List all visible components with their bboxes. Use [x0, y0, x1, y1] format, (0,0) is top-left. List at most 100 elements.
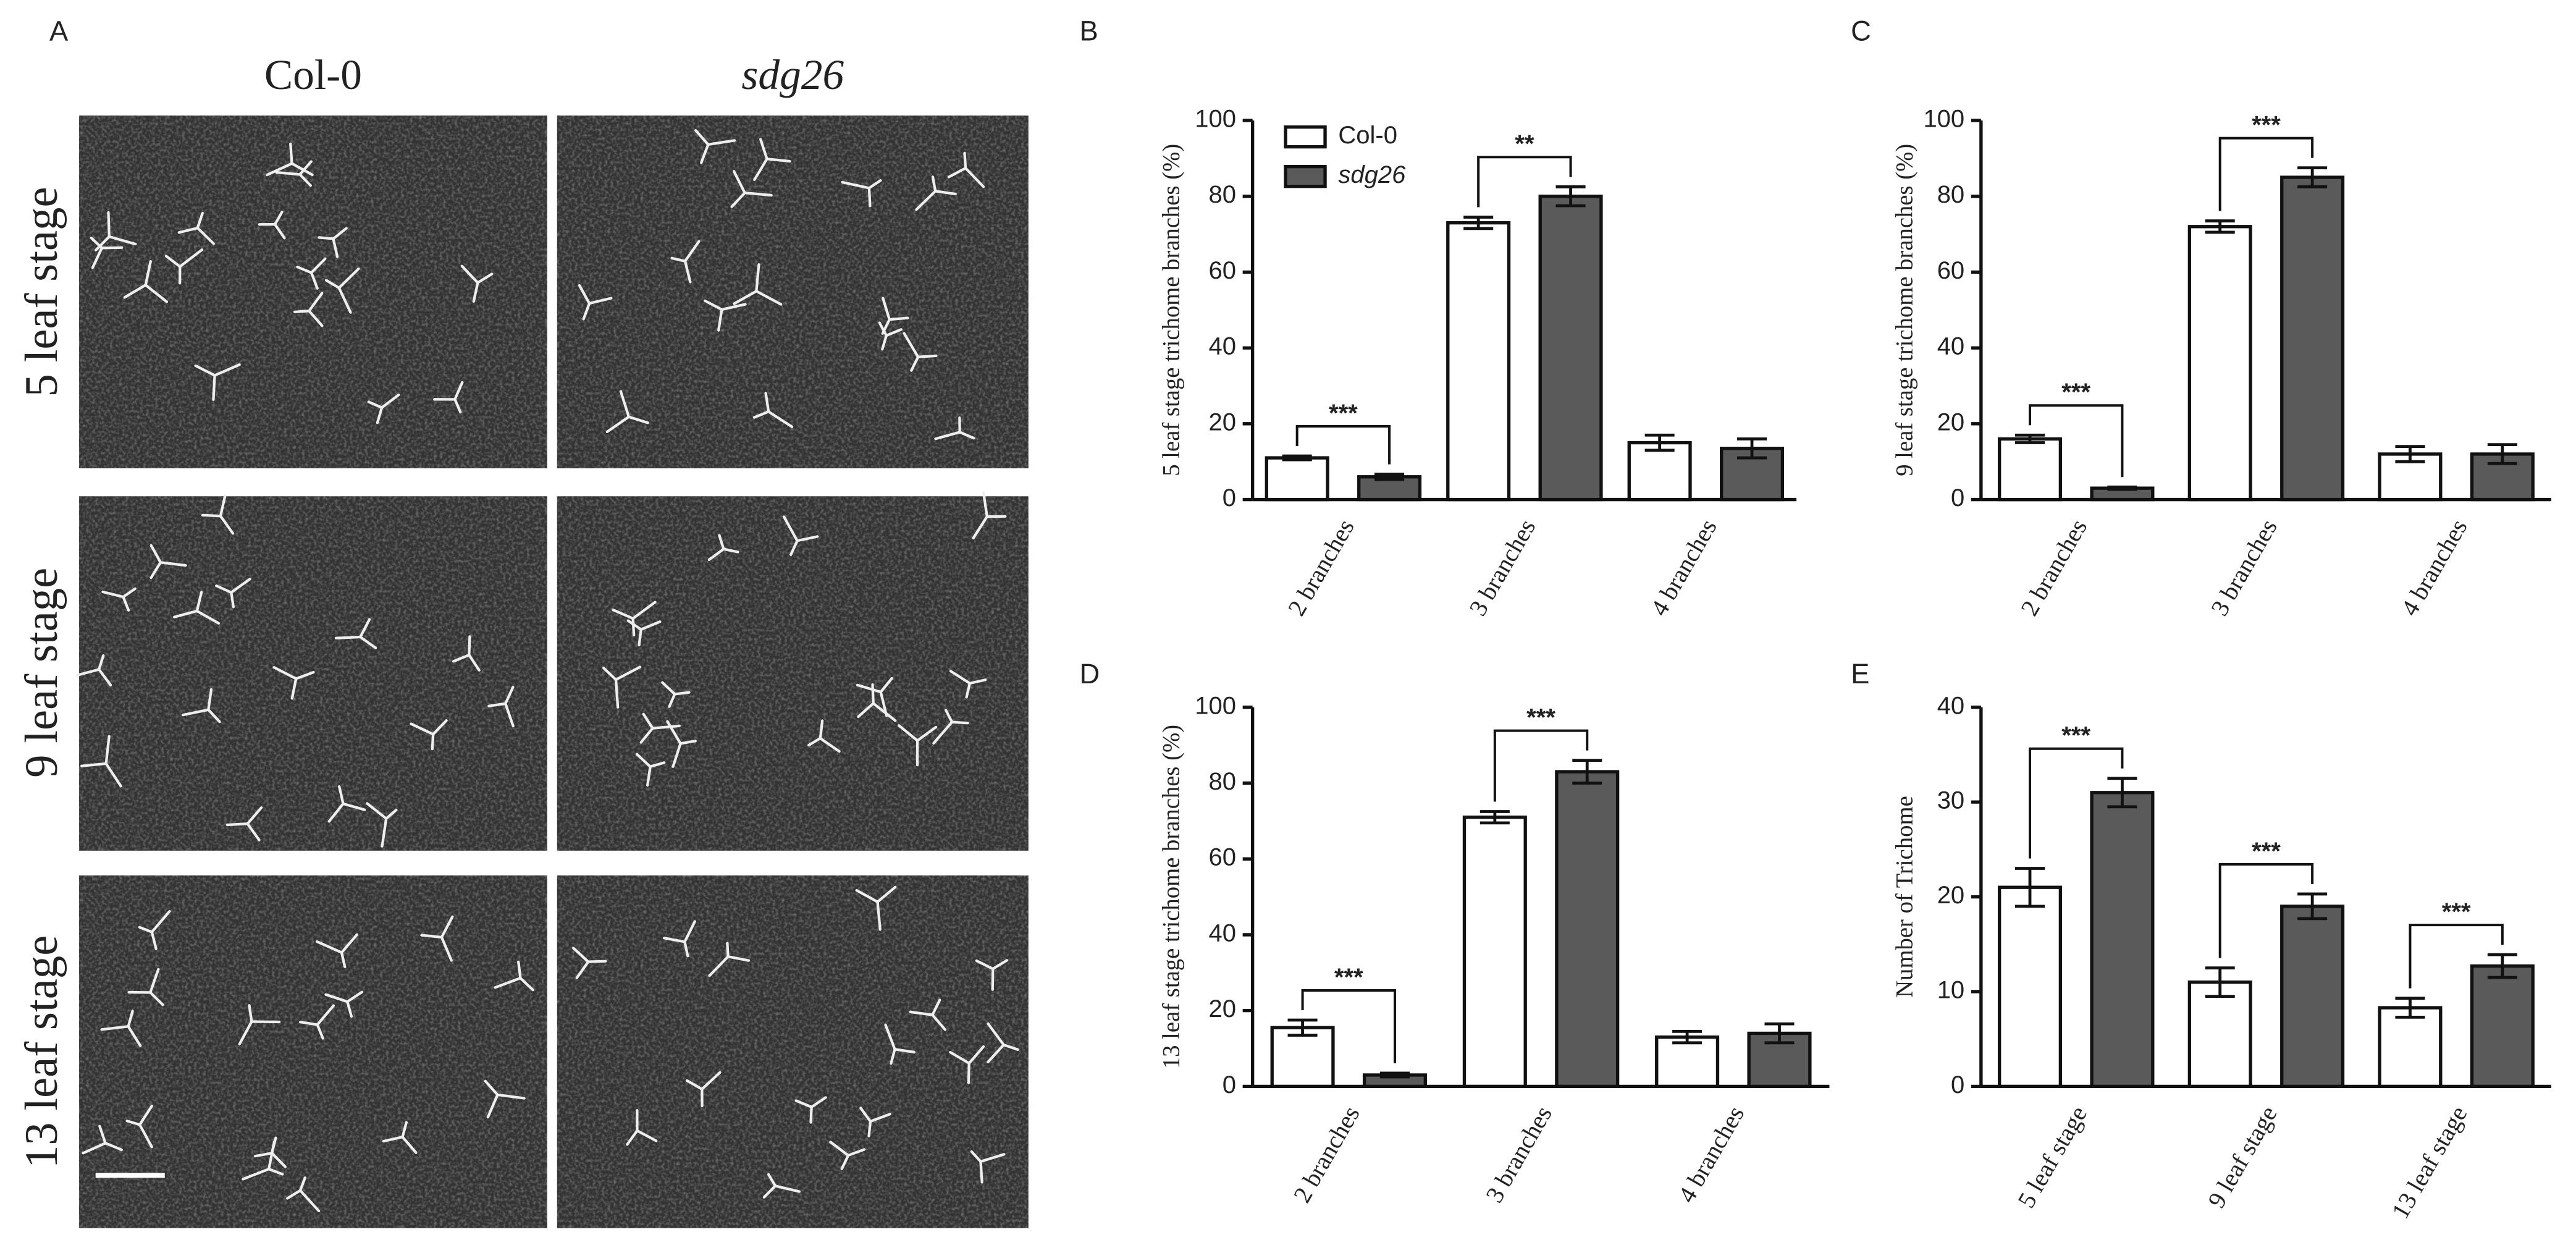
trichome: [468, 653, 481, 672]
error-bar: [1572, 759, 1602, 785]
trichome: [207, 708, 221, 724]
trichome: [840, 1154, 850, 1170]
trichome: [679, 740, 697, 745]
trichome: [663, 937, 686, 943]
trichome: [138, 1123, 153, 1149]
bar: [1462, 816, 1527, 1089]
x-tick-label: 2 branches: [1282, 515, 1360, 621]
panel-label: B: [1080, 15, 1098, 47]
trichome: [970, 1150, 982, 1163]
significance-label: ***: [2442, 898, 2471, 926]
trichome: [587, 297, 613, 305]
trichome: [963, 151, 967, 170]
trichome: [819, 719, 824, 740]
trichome: [76, 668, 101, 677]
trichome: [733, 290, 758, 305]
trichome: [359, 618, 371, 639]
trichome: [857, 702, 875, 719]
bar: [2470, 964, 2535, 1089]
error-bar: [1463, 216, 1494, 230]
significance-bracket: [2218, 137, 2314, 211]
trichome: [366, 802, 388, 820]
error-bar: [1374, 473, 1405, 481]
bar: [1446, 221, 1511, 502]
trichome: [107, 211, 111, 238]
trichome: [642, 712, 654, 730]
trichome: [701, 1071, 722, 1091]
x-tick-label: 13 leaf stage: [2386, 1101, 2473, 1223]
panel-label: D: [1080, 658, 1100, 690]
trichome: [104, 762, 122, 788]
trichome: [127, 1025, 142, 1047]
trichome: [718, 534, 725, 551]
trichome: [346, 990, 364, 1003]
significance-bracket: [1295, 424, 1391, 465]
significance-bracket: [1493, 729, 1589, 802]
trichome: [602, 667, 618, 681]
trichome: [298, 173, 313, 187]
trichome: [298, 1176, 306, 1192]
trichome: [572, 947, 590, 963]
x-tick-label: 4 branches: [2396, 515, 2473, 621]
trichome: [332, 227, 348, 240]
error-bar: [2487, 953, 2517, 979]
x-tick-label: 3 branches: [2205, 515, 2283, 621]
y-tick-label: 60: [1208, 844, 1236, 871]
trichome: [298, 1021, 319, 1026]
trichome: [796, 535, 819, 542]
trichome: [755, 263, 760, 293]
trichome: [867, 179, 882, 190]
y-tick-label: 60: [1937, 257, 1964, 284]
trichome: [1002, 1043, 1019, 1051]
trichome: [496, 1093, 526, 1100]
error-bar: [2205, 966, 2235, 998]
significance-label: **: [1515, 130, 1534, 158]
trichome: [916, 354, 938, 358]
trichome: [767, 1173, 777, 1188]
trichome: [219, 515, 235, 535]
y-axis-title: Number of Trichome: [1892, 796, 1918, 998]
trichome: [332, 237, 339, 258]
trichome: [639, 727, 654, 744]
trichome: [931, 175, 937, 193]
x-tick-label: 3 branches: [1480, 1101, 1557, 1207]
trichome: [272, 666, 298, 680]
trichome: [420, 934, 444, 939]
trichome: [340, 933, 359, 954]
trichome: [578, 284, 591, 305]
trichome: [138, 926, 153, 934]
trichome: [90, 237, 104, 250]
trichome: [794, 1099, 813, 1108]
trichome: [432, 719, 448, 736]
trichome: [879, 677, 893, 694]
bar: [1265, 456, 1329, 502]
column-title: Col-0: [264, 51, 362, 99]
significance-bracket: [2029, 747, 2124, 859]
trichome: [881, 318, 891, 335]
y-tick-label: 40: [1937, 333, 1964, 360]
trichome: [248, 1004, 253, 1023]
trichome: [743, 192, 773, 197]
trichome: [382, 1136, 404, 1143]
trichome: [631, 617, 636, 636]
trichome: [726, 942, 730, 958]
significance-label: ***: [2252, 112, 2281, 139]
trichome: [346, 1000, 353, 1018]
trichome: [708, 955, 730, 977]
trichome: [903, 332, 920, 358]
bar: [2280, 175, 2345, 502]
trichome: [296, 265, 313, 274]
trichome: [765, 158, 791, 163]
trichome: [972, 515, 988, 540]
error-bar: [2015, 433, 2045, 444]
trichome: [673, 691, 691, 696]
trichome: [694, 129, 710, 146]
significance-label: ***: [2252, 838, 2281, 865]
trichome: [213, 363, 241, 377]
trichome: [149, 544, 162, 564]
trichome: [975, 959, 995, 971]
significance-label: ***: [2061, 379, 2090, 406]
trichome: [881, 334, 888, 351]
trichome: [225, 822, 249, 827]
trichome: [876, 900, 882, 931]
